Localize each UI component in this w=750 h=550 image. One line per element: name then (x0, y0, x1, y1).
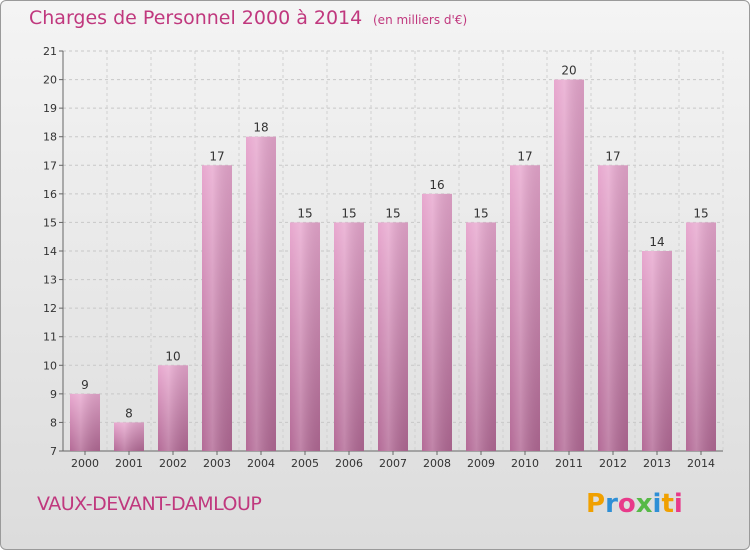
brand-letter: o (617, 489, 636, 519)
brand-letter: i (652, 489, 662, 519)
bar-shade (598, 165, 628, 452)
value-label: 17 (209, 149, 224, 163)
value-label: 10 (165, 349, 180, 363)
value-label: 17 (605, 149, 620, 163)
y-tick-label: 13 (43, 274, 57, 287)
y-tick-label: 17 (43, 159, 57, 172)
bar-shade (70, 393, 100, 451)
proxiti-logo[interactable]: Proxiti (586, 489, 683, 519)
x-tick-label: 2011 (555, 457, 583, 470)
bar-shade (510, 165, 540, 452)
y-tick-label: 21 (43, 45, 57, 58)
bar-shade (686, 222, 716, 451)
bar-shade (246, 136, 276, 451)
x-tick-label: 2013 (643, 457, 671, 470)
value-label: 15 (385, 206, 400, 220)
x-tick-label: 2005 (291, 457, 319, 470)
y-tick-label: 16 (43, 188, 57, 201)
bar-shade (290, 222, 320, 451)
y-tick-label: 11 (43, 331, 57, 344)
value-label: 20 (561, 64, 576, 78)
y-tick-label: 9 (50, 388, 57, 401)
x-tick-label: 2003 (203, 457, 231, 470)
value-label: 9 (81, 378, 89, 392)
brand-letter: i (673, 489, 683, 519)
x-tick-label: 2000 (71, 457, 99, 470)
bar-shade (422, 193, 452, 451)
value-label: 15 (473, 206, 488, 220)
y-tick-label: 18 (43, 131, 57, 144)
value-label: 15 (693, 206, 708, 220)
bar-shade (158, 365, 188, 451)
brand-letter: P (586, 489, 606, 519)
x-tick-label: 2007 (379, 457, 407, 470)
x-tick-label: 2010 (511, 457, 539, 470)
bar-layer (70, 79, 716, 452)
brand-letter: r (605, 489, 618, 519)
x-tick-label: 2008 (423, 457, 451, 470)
y-tick-label: 12 (43, 302, 57, 315)
value-label: 15 (341, 206, 356, 220)
chart-subtitle: (en milliers d'€) (373, 13, 468, 27)
bar-shade (114, 422, 144, 451)
bar-shade (378, 222, 408, 451)
value-label: 15 (297, 206, 312, 220)
bar-shade (202, 165, 232, 452)
y-tick-label: 19 (43, 102, 57, 115)
bar-shade (466, 222, 496, 451)
x-tick-label: 2014 (687, 457, 715, 470)
value-label: 14 (649, 235, 664, 249)
bar-shade (642, 251, 672, 451)
y-tick-label: 15 (43, 216, 57, 229)
label-layer: 2000 9 2001 8 2002 10 2003 17 2004 18 2005 15 2006 15… (71, 64, 715, 470)
commune-name: VAUX-DEVANT-DAMLOUP (37, 493, 262, 515)
value-label: 8 (125, 406, 133, 420)
bar-shade (554, 79, 584, 452)
chart-title: Charges de Personnel 2000 à 2014 (29, 7, 363, 29)
value-label: 18 (253, 121, 268, 135)
x-tick-label: 2012 (599, 457, 627, 470)
y-tick-label: 8 (50, 416, 57, 429)
x-tick-label: 2004 (247, 457, 275, 470)
brand-letter: x (635, 489, 653, 519)
x-tick-label: 2006 (335, 457, 363, 470)
x-tick-label: 2001 (115, 457, 143, 470)
x-tick-label: 2002 (159, 457, 187, 470)
brand-letter: t (661, 489, 674, 519)
value-label: 17 (517, 149, 532, 163)
y-tick-label: 10 (43, 359, 57, 372)
y-tick-label: 7 (50, 445, 57, 458)
y-tick-label: 20 (43, 74, 57, 87)
y-tick-label: 14 (43, 245, 57, 258)
x-tick-label: 2009 (467, 457, 495, 470)
value-label: 16 (429, 178, 444, 192)
bar-shade (334, 222, 364, 451)
